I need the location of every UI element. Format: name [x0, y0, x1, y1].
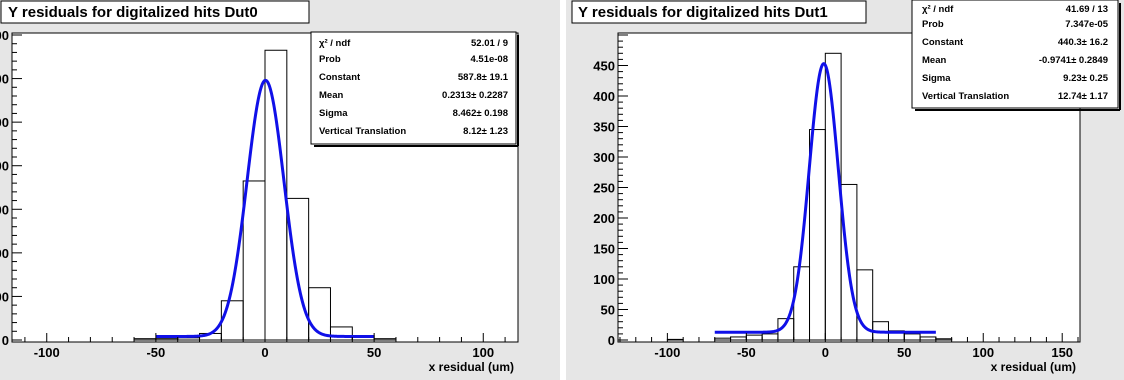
y-tick-label: 150 — [593, 242, 615, 257]
y-tick-label: 400 — [593, 89, 615, 104]
stats-value: 41.69 / 13 — [1066, 4, 1108, 15]
y-tick-label: 600 — [0, 72, 9, 87]
y-tick-label: 400 — [0, 159, 9, 174]
x-tick-label: 100 — [972, 345, 994, 360]
y-tick-label: 500 — [0, 115, 9, 130]
x-tick-label: 50 — [367, 345, 381, 360]
x-tick-label: -50 — [737, 345, 756, 360]
y-tick-label: 250 — [593, 181, 615, 196]
y-tick-label: 200 — [593, 211, 615, 226]
stats-value: 9.23± 0.25 — [1063, 73, 1109, 84]
chart-canvas-dut1: Y residuals for digitalized hits Dut1 -10… — [566, 0, 1124, 380]
histogram-chart-dut0: Y residuals for digitalized hits Dut0 -10… — [0, 0, 519, 374]
chart-canvas-dut0: Y residuals for digitalized hits Dut0 -10… — [0, 0, 560, 380]
x-axis-label: x residual (um) — [429, 360, 514, 374]
x-tick-label: -100 — [654, 345, 680, 360]
stats-label: Sigma — [319, 108, 348, 119]
stats-label: Prob — [922, 19, 944, 30]
histogram-bin — [308, 287, 331, 341]
y-tick-label: 0 — [608, 333, 615, 348]
stats-value: -0.9741± 0.2849 — [1039, 55, 1108, 66]
stats-value: 4.51e-08 — [470, 54, 508, 65]
stats-label: Vertical Translation — [922, 91, 1009, 102]
y-tick-label: 350 — [593, 120, 615, 135]
stats-label: Vertical Translation — [319, 126, 406, 137]
histogram-chart-dut1: Y residuals for digitalized hits Dut1 -10… — [571, 0, 1121, 374]
histogram-bin — [840, 183, 858, 341]
y-tick-label: 300 — [0, 202, 9, 217]
y-tick-label: 50 — [601, 303, 615, 318]
y-tick-label: 100 — [0, 289, 9, 304]
y-tick-label: 100 — [593, 272, 615, 287]
chart-title-box — [571, 0, 867, 24]
stats-label: Mean — [922, 55, 946, 66]
stats-label: Mean — [319, 90, 343, 101]
y-tick-label: 700 — [0, 28, 9, 43]
x-tick-label: -50 — [146, 345, 165, 360]
y-tick-label: 200 — [0, 246, 9, 261]
stats-value: 587.8± 19.1 — [458, 72, 509, 83]
y-tick-label: 450 — [593, 59, 615, 74]
stats-value: 0.2313± 0.2287 — [442, 90, 508, 101]
stats-label: Sigma — [922, 73, 951, 84]
stats-value: 52.01 / 9 — [471, 38, 508, 49]
histogram-bin — [666, 338, 684, 341]
stats-value: 8.462± 0.198 — [453, 108, 508, 119]
histogram-bin — [329, 326, 353, 341]
y-tick-label: 0 — [2, 333, 9, 348]
x-tick-label: 0 — [261, 345, 268, 360]
gaussian-fit-curve — [155, 78, 375, 338]
x-tick-label: 0 — [822, 345, 829, 360]
x-tick-label: -100 — [34, 345, 60, 360]
stats-value: 7.347e-05 — [1065, 19, 1109, 30]
stats-label: Constant — [922, 37, 964, 48]
chart-title: Y residuals for digitalized hits Dut0 — [8, 4, 258, 21]
x-tick-label: 100 — [472, 345, 494, 360]
stats-label: χ² / ndf — [319, 38, 351, 49]
stats-box — [310, 31, 517, 145]
chart-title: Y residuals for digitalized hits Dut1 — [578, 4, 828, 21]
x-tick-label: 50 — [897, 345, 911, 360]
y-tick-label: 300 — [593, 150, 615, 165]
histogram-bin — [856, 269, 874, 341]
x-tick-label: 150 — [1051, 345, 1073, 360]
stats-label: Prob — [319, 54, 341, 65]
stats-box — [911, 0, 1119, 109]
stats-value: 440.3± 16.2 — [1058, 37, 1108, 48]
chart-title-box — [0, 0, 310, 24]
stats-value: 12.74± 1.17 — [1058, 91, 1108, 102]
histogram-bin — [286, 197, 310, 341]
stats-label: χ² / ndf — [922, 4, 954, 15]
x-axis-label: x residual (um) — [991, 360, 1076, 374]
stats-value: 8.12± 1.23 — [463, 126, 508, 137]
stats-label: Constant — [319, 72, 361, 83]
gaussian-fit-curve — [714, 62, 936, 334]
